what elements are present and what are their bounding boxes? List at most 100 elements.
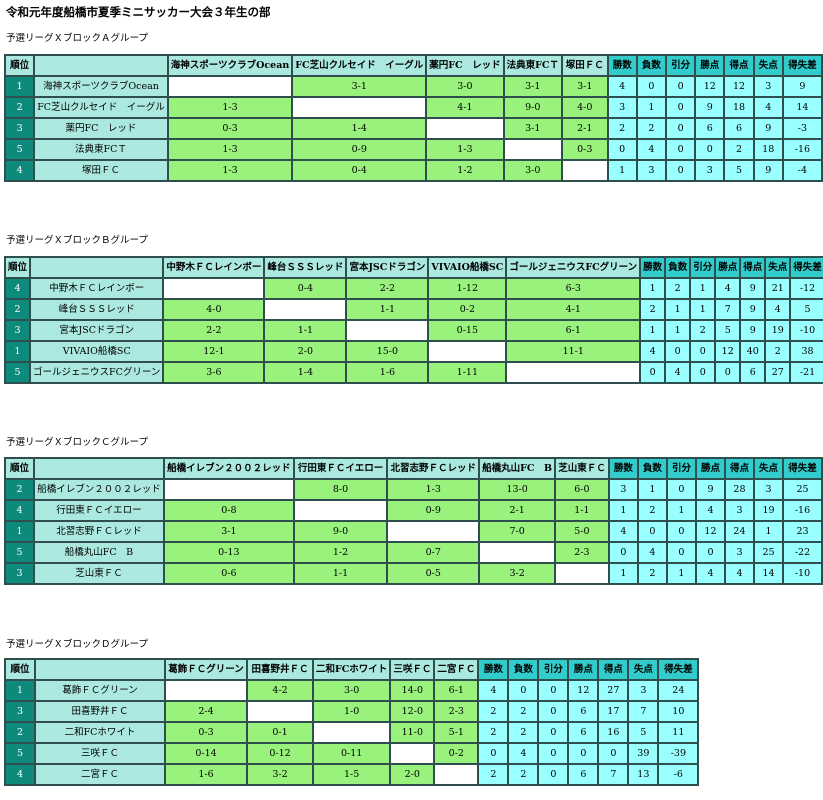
stat-cell: 38 [791,342,823,361]
stat-cell: 2 [666,279,690,298]
stat-column-header: 引分 [691,258,715,277]
stat-cell: 40 [741,342,765,361]
stat-cell: 1 [691,300,715,319]
self-match-blank [429,342,506,361]
stat-cell: 2 [691,321,715,340]
stat-cell: 16 [599,723,628,742]
team-name-cell: 二和FCホワイト [36,723,164,742]
stat-cell: 0 [609,543,637,562]
stat-cell: 2 [766,342,790,361]
result-cell: 1-1 [294,564,387,583]
result-cell: 1-12 [429,279,506,298]
stat-cell: 5 [629,723,658,742]
stat-cell: 4 [641,342,665,361]
result-cell: 1-0 [314,702,390,721]
result-cell: 1-3 [168,161,292,180]
result-cell: 4-2 [248,681,312,700]
table-row: 2 峰台ＳＳＳレッド 4-0 1-1 0-2 4-1 2 1 1 7 9 4 5 [6,300,823,319]
stat-cell: 1 [754,522,782,541]
stat-cell: 4 [716,279,740,298]
result-cell: 3-1 [504,77,561,96]
table-row: 2 船橋イレブン２００２レッド 8-0 1-3 13-0 6-0 3 1 0 9 28 3 25 [6,480,821,499]
team-header-blank [35,56,167,75]
table-row: 3 宮本JSCドラゴン 2-2 1-1 0-15 6-1 1 1 2 5 9 19 -10 [6,321,823,340]
stat-cell: 4 [637,140,665,159]
stat-cell: -10 [791,321,823,340]
result-cell: 5-1 [435,723,478,742]
result-cell: 0-4 [265,279,346,298]
team-column-header: 塚田ＦＣ [562,56,607,75]
stat-cell: 0 [539,765,568,784]
group-a-title: 予選リーグＸブロックＡグループ [6,33,148,44]
rank-cell: 5 [6,744,34,763]
stat-cell: 6 [569,723,598,742]
team-name-cell: 二宮ＦＣ [36,765,164,784]
result-cell: 2-2 [164,321,264,340]
self-match-blank [435,765,478,784]
stat-cell: 2 [641,300,665,319]
stat-cell: 0 [509,681,538,700]
stat-cell: 0 [539,723,568,742]
result-cell: 0-9 [293,140,426,159]
stat-column-header: 引分 [539,660,568,679]
result-cell: 1-11 [429,363,506,382]
stat-cell: 39 [629,744,658,763]
stat-column-header: 負数 [509,660,538,679]
table-row: 3 芝山東ＦＣ 0-6 1-1 0-5 3-2 1 2 1 4 4 14 -10 [6,564,821,583]
team-name-cell: 行田東ＦＣイエロー [35,501,163,520]
result-cell: 3-1 [164,522,293,541]
stat-cell: 0 [539,702,568,721]
group-d-title: 予選リーグＸブロックＤグループ [6,639,148,650]
stat-cell: 6 [569,765,598,784]
result-cell: 0-4 [293,161,426,180]
page-title: 令和元年度船橋市夏季ミニサッカー大会３年生の部 [6,5,271,19]
rank-cell: 2 [6,300,30,319]
stat-cell: 13 [629,765,658,784]
result-cell: 0-1 [248,723,312,742]
stat-cell: 3 [696,161,724,180]
result-cell: 2-3 [556,543,608,562]
table-row: 2 FC芝山クルセイド イーグル 1-3 4-1 9-0 4-0 3 1 0 9 18 4 14 [6,98,821,117]
stat-column-header: 引分 [667,56,695,75]
stat-cell: 5 [725,161,753,180]
result-cell: 2-1 [562,119,607,138]
result-cell: 7-0 [480,522,555,541]
team-column-header: 薬円FC レッド [427,56,503,75]
stat-cell: 0 [667,522,695,541]
table-row: 5 法典東FCＴ 1-3 0-9 1-3 0-3 0 4 0 0 2 18 -16 [6,140,821,159]
result-cell: 0-14 [166,744,246,763]
stat-cell: 17 [599,702,628,721]
stat-cell: 6 [696,119,724,138]
result-cell: 3-1 [293,77,426,96]
stat-cell: 4 [696,564,724,583]
team-column-header: 法典東FCＴ [504,56,561,75]
stat-cell: -39 [659,744,698,763]
stat-cell: -16 [784,501,821,520]
result-cell: 0-9 [388,501,479,520]
stat-cell: 19 [766,321,790,340]
stat-cell: 2 [725,140,753,159]
stat-cell: 1 [641,279,665,298]
stat-cell: 0 [599,744,628,763]
team-name-cell: 葛飾ＦＣグリーン [36,681,164,700]
result-cell: 1-3 [427,140,503,159]
team-name-cell: 芝山東ＦＣ [35,564,163,583]
rank-cell: 4 [6,765,34,784]
stat-cell: 1 [666,300,690,319]
stat-cell: 5 [716,321,740,340]
result-cell: 0-11 [314,744,390,763]
result-cell: 0-6 [164,564,293,583]
stat-cell: 1 [691,279,715,298]
team-name-cell: 田喜野井ＦＣ [36,702,164,721]
stat-cell: 0 [539,744,568,763]
stat-column-header: 失点 [754,56,782,75]
team-column-header: 中野木ＦＣレインボー [164,258,264,277]
stat-cell: 4 [766,300,790,319]
stat-cell: 3 [754,77,782,96]
stat-cell: 1 [637,98,665,117]
stat-cell: 9 [696,480,724,499]
team-name-cell: 峰台ＳＳＳレッド [31,300,163,319]
team-column-header: 葛飾ＦＣグリーン [166,660,246,679]
result-cell: 2-1 [480,501,555,520]
result-cell: 4-1 [427,98,503,117]
